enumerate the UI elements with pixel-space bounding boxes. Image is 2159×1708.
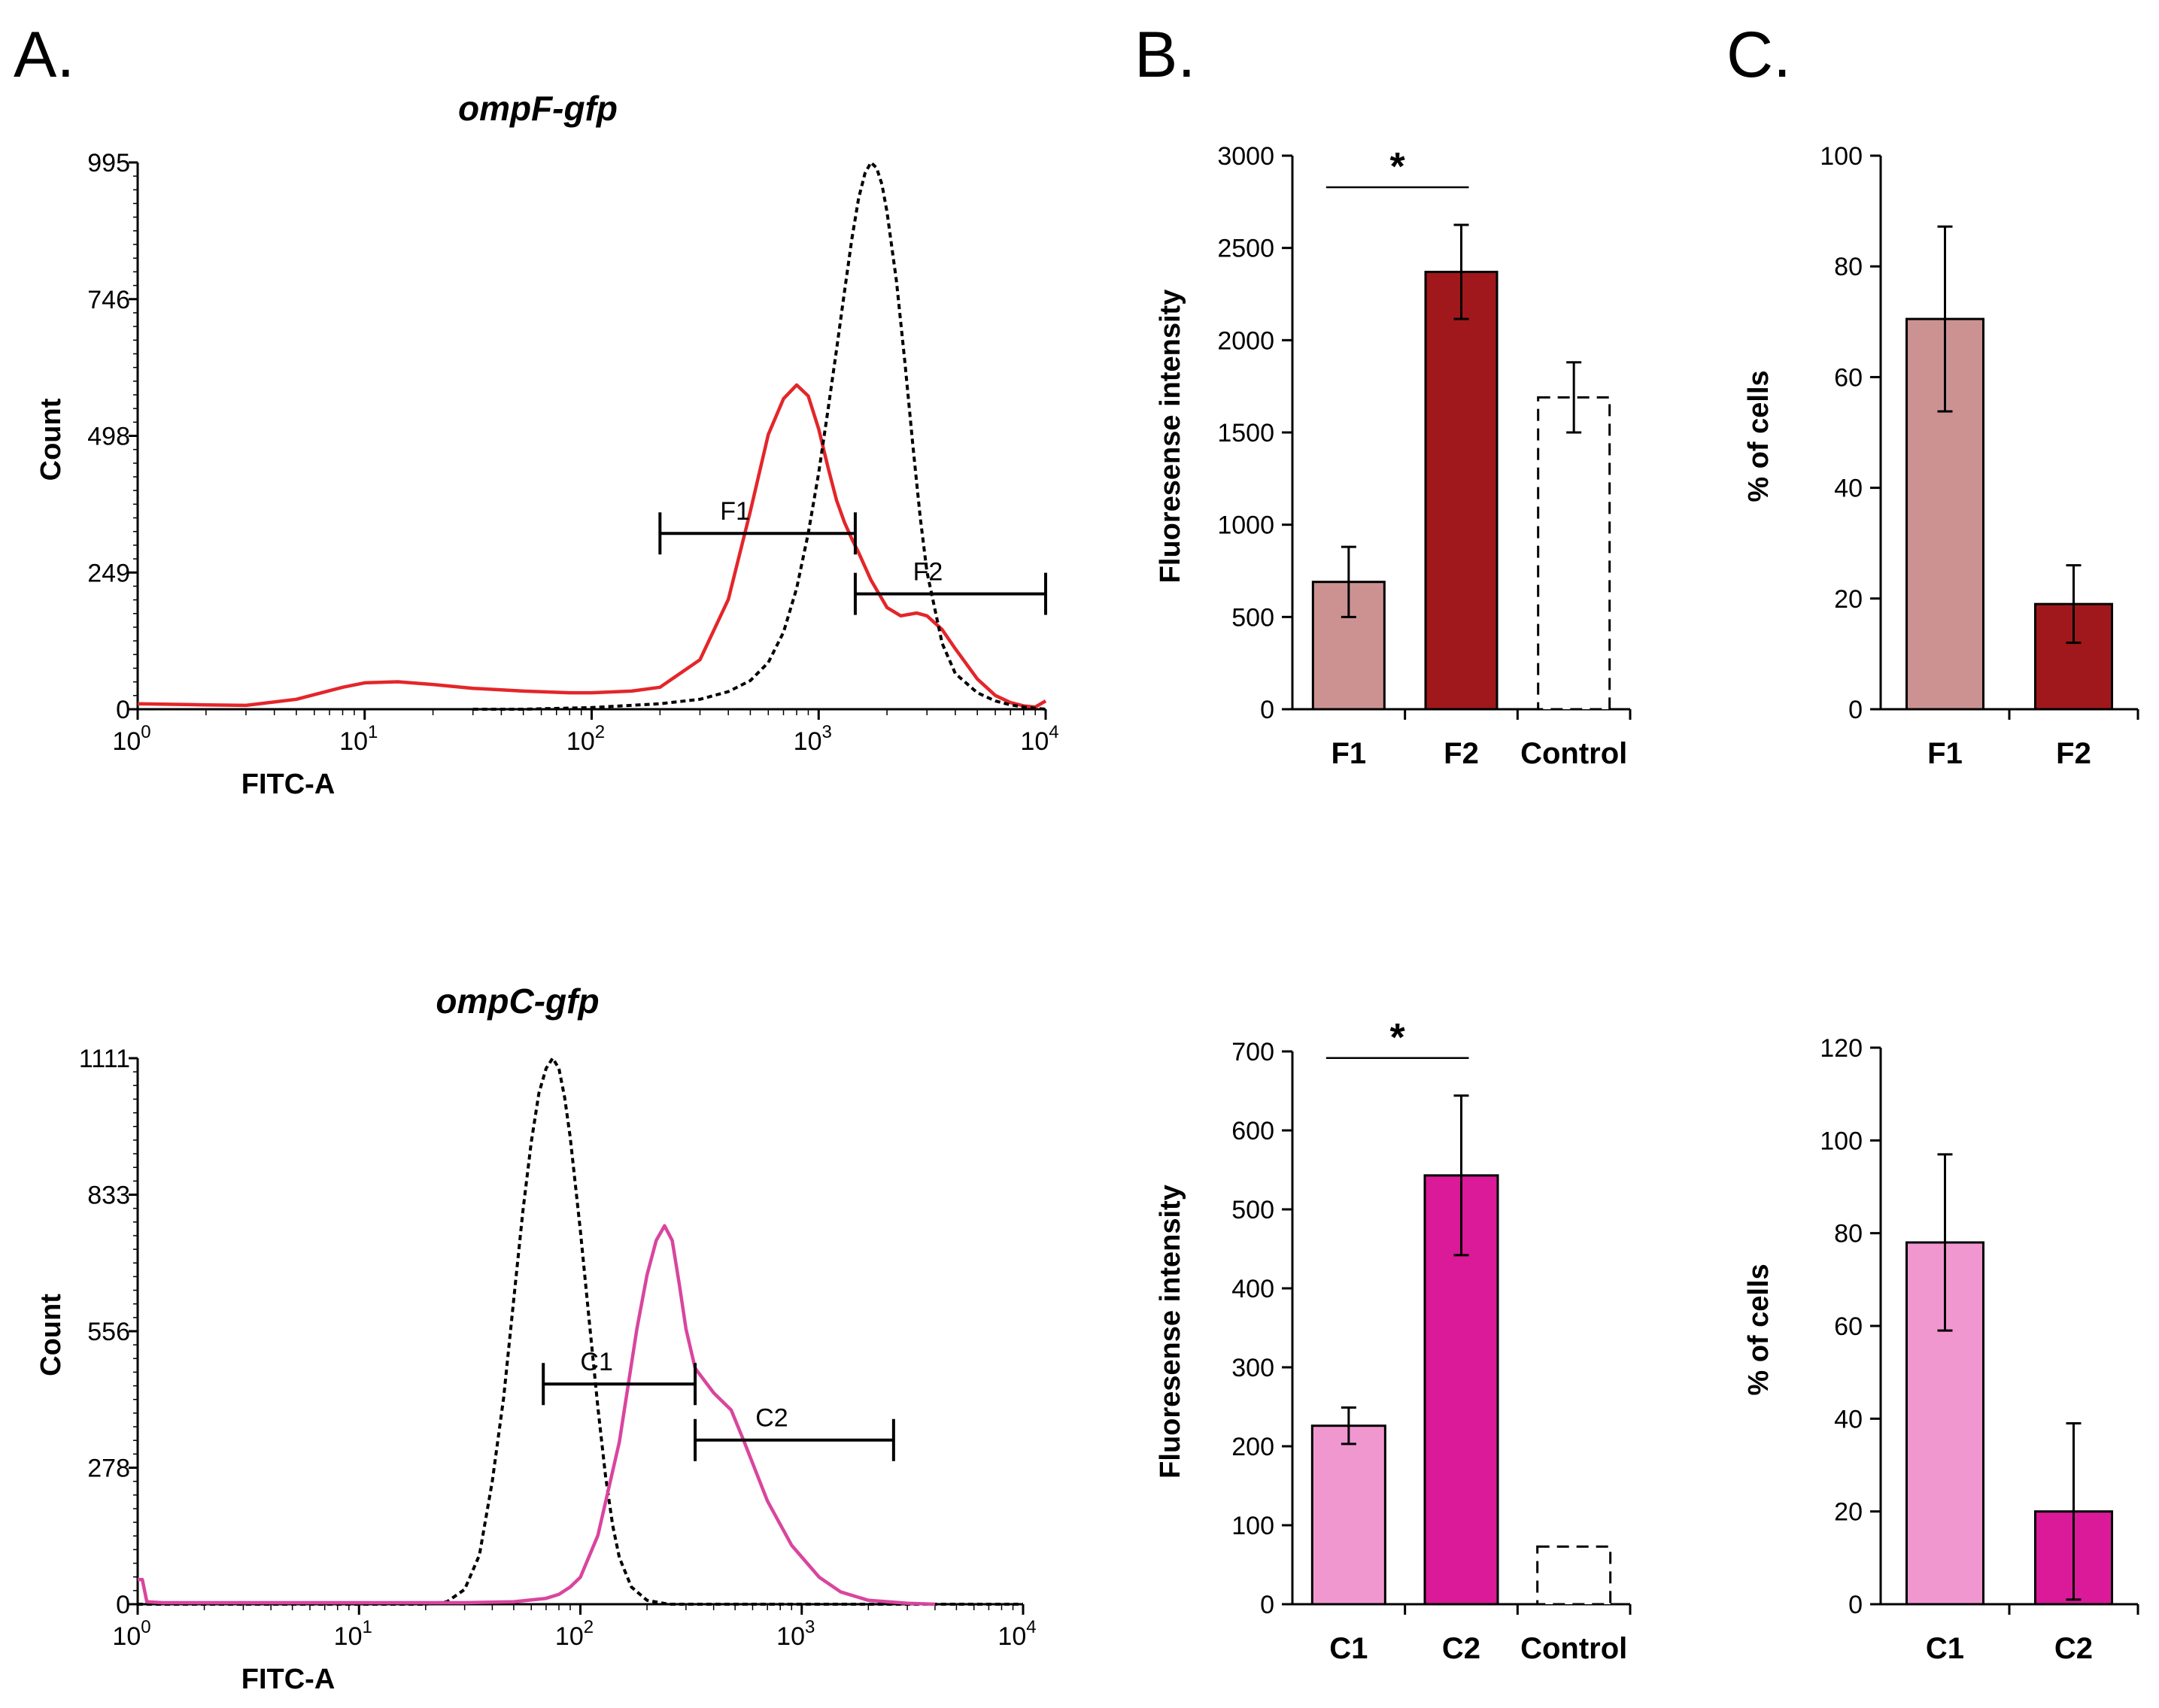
x-tick-label: 102 [555,1617,594,1651]
y-tick-label: 249 [87,559,130,587]
y-axis-label: Fluoresense intensity [1155,290,1186,584]
control-bar [1537,396,1611,711]
bar [1310,1424,1386,1606]
control-histogram-line [472,161,1046,711]
bar [1905,1241,1984,1606]
x-tick-label: 100 [112,1617,150,1651]
y-tick-label: 0 [116,1591,130,1619]
x-axis-label: FITC-A [241,1664,336,1695]
control-histogram-line [138,1057,1023,1606]
gate-label: F2 [913,558,943,587]
significance-star: * [1390,1016,1406,1060]
y-tick-label: 0 [1848,1591,1863,1619]
y-axis-label: % of cells [1743,370,1775,502]
y-tick-label: 0 [116,696,130,724]
y-tick-label: 500 [1231,1196,1274,1224]
y-tick-label: 1111 [79,1045,130,1073]
y-tick-label: 60 [1834,1312,1863,1341]
category-label: F1 [1331,737,1366,770]
x-tick-label: 103 [776,1617,815,1651]
y-tick-label: 498 [87,423,130,451]
y-tick-label: 2000 [1217,326,1274,355]
bar-chart-ompf-percent: 0 20 40 60 80 100 % of cells F1 F2 [1743,142,2139,770]
y-tick-label: 60 [1834,363,1863,392]
x-tick-label: 104 [1020,722,1058,756]
bar-chart-ompc-percent: 0 20 40 60 80 100 120 % of cells C1 C2 [1743,1034,2139,1665]
bar-chart-ompf-intensity: 0 500 1000 1500 2000 2500 3000 Fluoresense inte… [1155,142,1632,770]
category-label: C2 [2054,1632,2093,1665]
gate-label: F1 [720,497,750,526]
y-tick-label: 40 [1834,475,1863,503]
y-tick-label: 80 [1834,253,1863,281]
y-tick-label: 20 [1834,1498,1863,1527]
y-tick-label: 100 [1820,1127,1863,1155]
y-tick-label: 0 [1260,696,1274,724]
sample-histogram-line [138,1224,935,1606]
chart-title: ompF-gfp [458,89,618,128]
significance-star: * [1390,145,1406,189]
y-tick-label: 0 [1260,1591,1274,1619]
x-tick-label: 101 [334,1617,372,1651]
y-axis-label: Count [35,1294,67,1376]
y-tick-label: 100 [1820,142,1863,171]
gate-label: C2 [755,1404,788,1433]
bar-chart-ompc-intensity: 0 100 200 300 400 500 600 700 Fluoresense intens… [1155,1016,1632,1665]
y-tick-label: 833 [87,1182,130,1210]
sample-histogram-line [137,383,1047,709]
x-tick-label: 103 [794,722,832,756]
y-tick-label: 500 [1231,603,1274,632]
chart-title: ompC-gfp [436,981,599,1021]
panel-label-a: A. [14,19,74,91]
y-tick-label: 278 [87,1455,130,1483]
category-label: F2 [2056,737,2091,770]
y-tick-label: 600 [1231,1117,1274,1145]
x-axis-label: FITC-A [241,769,336,800]
y-tick-label: 200 [1231,1433,1274,1461]
gate-label: C1 [580,1348,612,1376]
x-tick-label: 104 [998,1617,1036,1651]
category-label: C2 [1442,1632,1480,1665]
y-tick-label: 100 [1231,1512,1274,1540]
category-label: C1 [1329,1632,1368,1665]
y-tick-label: 400 [1231,1275,1274,1303]
y-tick-label: 746 [87,286,130,314]
y-tick-label: 1500 [1217,419,1274,447]
category-label: Control [1520,1632,1627,1665]
y-tick-label: 0 [1848,696,1863,724]
y-axis-label: Count [35,398,67,481]
y-tick-label: 80 [1834,1220,1863,1248]
category-label: F1 [1927,737,1963,770]
category-label: Control [1520,737,1627,770]
y-axis-label: Fluoresense intensity [1155,1185,1186,1479]
y-tick-label: 1000 [1217,511,1274,540]
y-tick-label: 20 [1834,585,1863,614]
panel-label-b: B. [1134,19,1195,91]
x-tick-label: 101 [339,722,378,756]
y-tick-label: 40 [1834,1405,1863,1433]
control-bar [1536,1545,1612,1606]
category-label: C1 [1926,1632,1964,1665]
x-tick-label: 102 [566,722,605,756]
y-tick-label: 700 [1231,1038,1274,1066]
y-tick-label: 995 [87,149,130,177]
y-tick-label: 300 [1231,1354,1274,1382]
y-axis-label: % of cells [1743,1264,1775,1395]
category-label: F2 [1444,737,1479,770]
panel-label-c: C. [1726,19,1791,91]
y-tick-label: 2500 [1217,235,1274,263]
y-tick-label: 556 [87,1318,130,1346]
x-tick-label: 100 [112,722,150,756]
y-tick-label: 3000 [1217,142,1274,171]
bar [1424,271,1499,711]
y-tick-label: 120 [1820,1034,1863,1063]
